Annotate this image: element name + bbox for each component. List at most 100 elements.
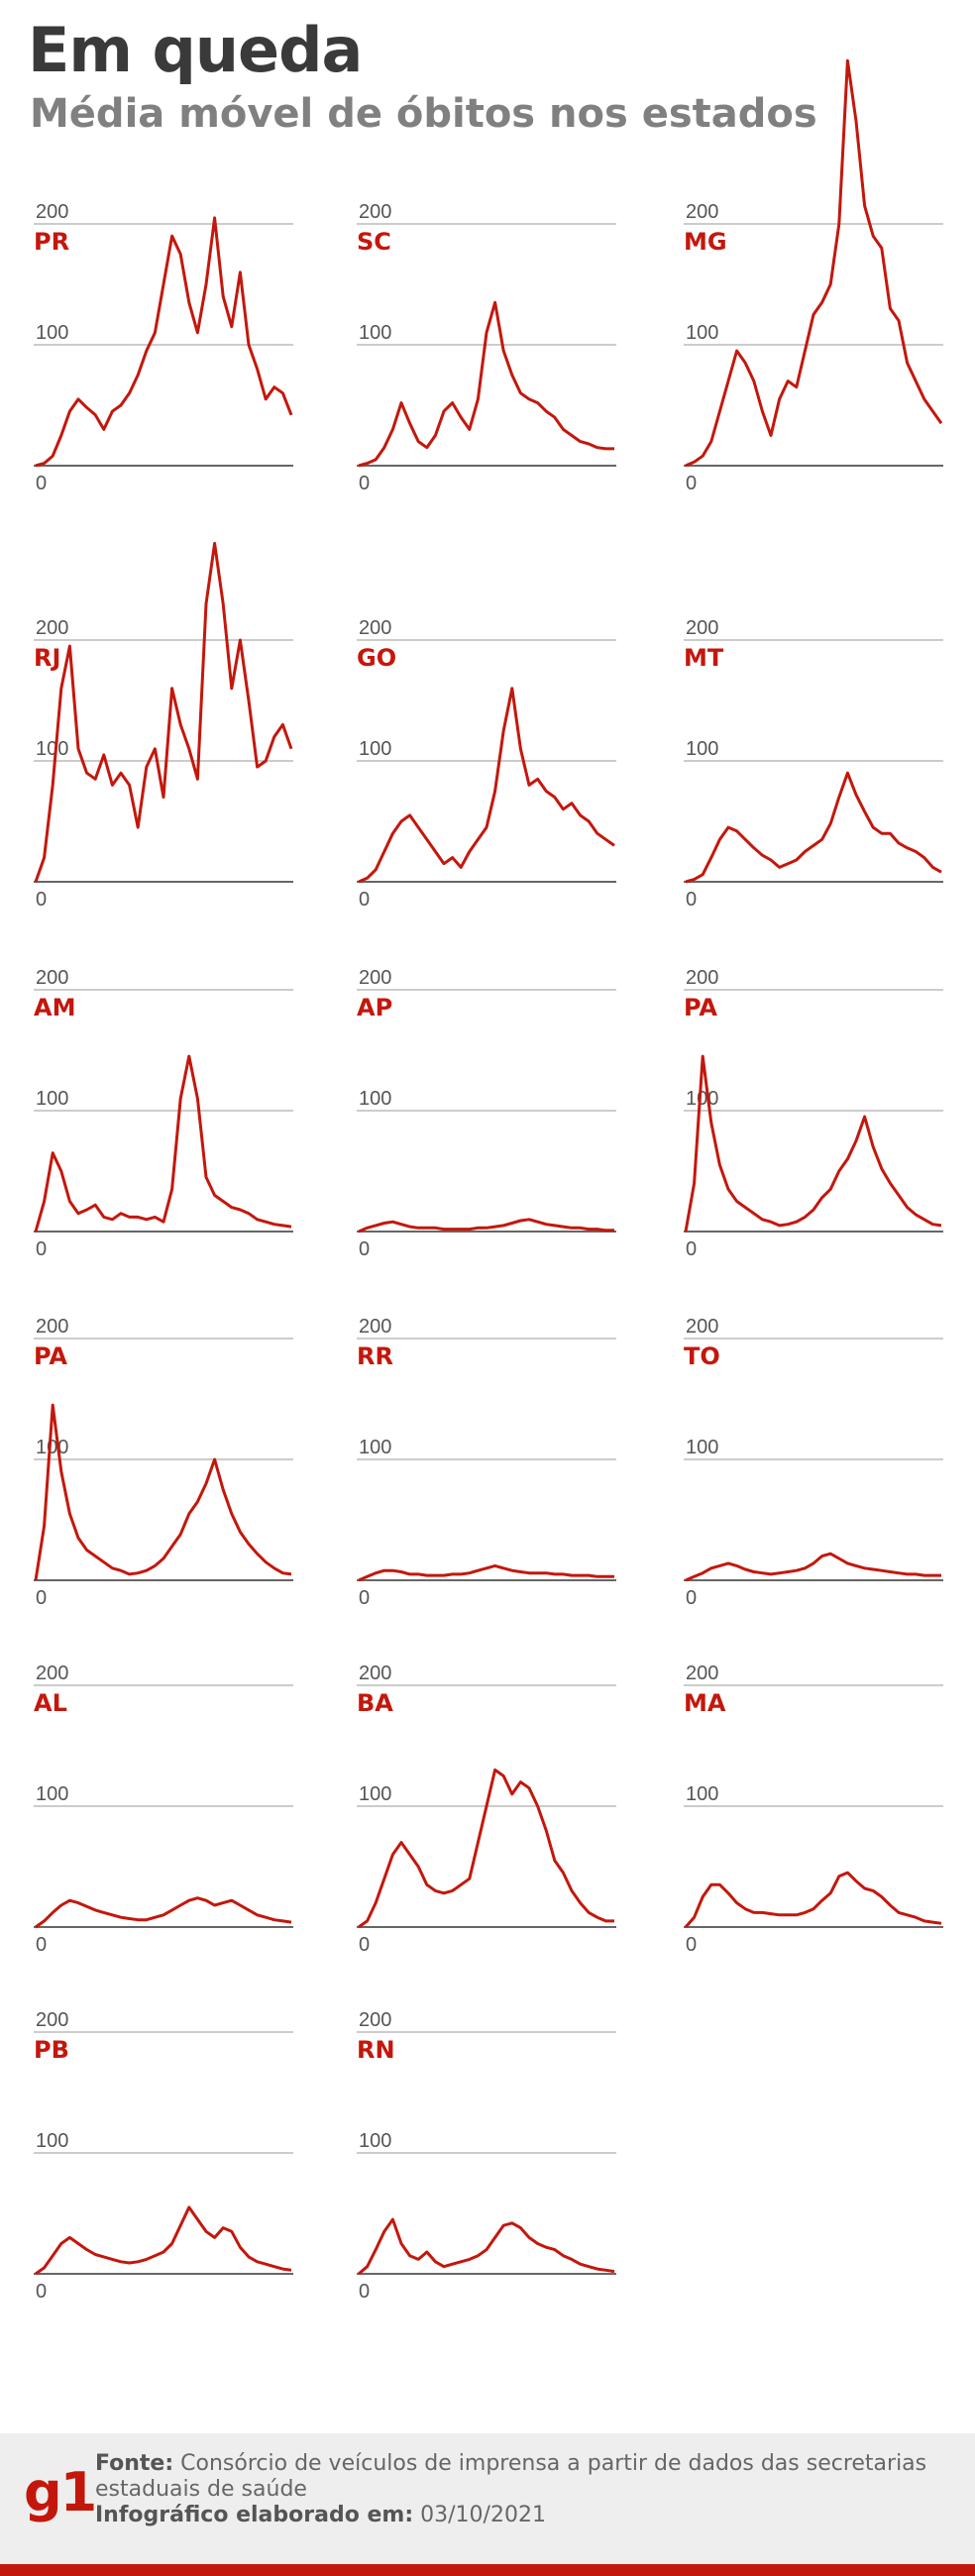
state-label: MA bbox=[684, 1689, 726, 1717]
y-tick-label: 200 bbox=[686, 617, 718, 639]
y-tick-label: 200 bbox=[36, 617, 68, 639]
y-tick-label: 200 bbox=[36, 1663, 68, 1684]
y-tick-label: 100 bbox=[36, 1088, 68, 1110]
state-label: AL bbox=[34, 1689, 67, 1717]
chart-rn-16: RN 200 100 0 bbox=[357, 2009, 616, 2303]
series-line-am bbox=[34, 1054, 292, 1233]
state-label: SC bbox=[357, 228, 391, 256]
date-value: 03/10/2021 bbox=[420, 2503, 546, 2527]
source-label: Fonte: bbox=[95, 2451, 174, 2476]
page-title: Em queda bbox=[28, 14, 363, 86]
state-label: BA bbox=[357, 1689, 393, 1717]
y-tick-label: 200 bbox=[359, 1663, 391, 1684]
y-tick-label: 100 bbox=[359, 1783, 391, 1805]
state-label: PA bbox=[684, 994, 717, 1021]
y-tick-label: 200 bbox=[686, 967, 718, 989]
y-tick-label: 200 bbox=[686, 1663, 718, 1684]
series-line-pb bbox=[35, 2205, 292, 2276]
state-label: AM bbox=[34, 994, 75, 1021]
state-label: PA bbox=[34, 1342, 67, 1370]
state-label: AP bbox=[357, 994, 392, 1021]
y-tick-label: 200 bbox=[36, 967, 68, 989]
y-tick-label: 100 bbox=[686, 1783, 718, 1805]
chart-sc-1: SC 200 100 0 bbox=[357, 201, 616, 494]
state-label: MG bbox=[684, 228, 727, 256]
series-line-al bbox=[35, 1896, 292, 1929]
y-tick-label: 100 bbox=[686, 322, 718, 344]
y-tick-label: 0 bbox=[359, 889, 370, 911]
y-tick-label: 200 bbox=[686, 1316, 718, 1338]
y-tick-label: 0 bbox=[36, 2281, 47, 2303]
series-line-to bbox=[685, 1552, 941, 1582]
y-tick-label: 0 bbox=[359, 1934, 370, 1956]
state-label: RN bbox=[357, 2036, 395, 2064]
y-tick-label: 200 bbox=[686, 201, 718, 223]
chart-pa-9: PA 200 100 0 bbox=[34, 1316, 293, 1609]
chart-ma-14: MA 200 100 0 bbox=[684, 1663, 943, 1956]
y-tick-label: 100 bbox=[36, 1783, 68, 1805]
series-line-pr bbox=[35, 216, 293, 468]
series-line-mt bbox=[685, 771, 942, 884]
y-tick-label: 0 bbox=[359, 1238, 370, 1260]
y-tick-label: 100 bbox=[36, 322, 68, 344]
y-tick-label: 0 bbox=[686, 1934, 697, 1956]
y-tick-label: 0 bbox=[686, 889, 697, 911]
y-tick-label: 0 bbox=[36, 1587, 47, 1609]
y-tick-label: 100 bbox=[359, 322, 391, 344]
series-line-ma bbox=[684, 1871, 942, 1928]
small-multiples-grid: PR 200 100 0 SC 200 100 0 MG 200 100 0 RJ 200 100 0 GO 20… bbox=[34, 58, 943, 2303]
series-line-pa bbox=[34, 1403, 292, 1581]
y-tick-label: 0 bbox=[36, 1934, 47, 1956]
y-tick-label: 0 bbox=[686, 1238, 697, 1260]
g1-logo: g1 bbox=[24, 2461, 97, 2523]
chart-rj-3: RJ 200 100 0 bbox=[34, 541, 293, 911]
chart-rr-10: RR 200 100 0 bbox=[357, 1316, 616, 1609]
y-tick-label: 0 bbox=[359, 473, 370, 494]
series-line-rj bbox=[34, 541, 293, 883]
chart-pa-8: PA 200 100 0 bbox=[684, 967, 943, 1260]
y-tick-label: 100 bbox=[36, 2130, 68, 2152]
chart-mg-2: MG 200 100 0 bbox=[684, 58, 943, 494]
y-tick-label: 0 bbox=[36, 473, 47, 494]
state-label: PB bbox=[34, 2036, 69, 2064]
state-label: PR bbox=[34, 228, 69, 256]
state-label: MT bbox=[684, 644, 724, 672]
y-tick-label: 200 bbox=[359, 2009, 391, 2031]
y-tick-label: 200 bbox=[36, 2009, 68, 2031]
series-line-go bbox=[358, 687, 615, 884]
chart-to-11: TO 200 100 0 bbox=[684, 1316, 943, 1609]
y-tick-label: 100 bbox=[686, 738, 718, 760]
page-subtitle: Média móvel de óbitos nos estados bbox=[30, 91, 817, 137]
y-tick-label: 200 bbox=[359, 967, 391, 989]
state-label: RJ bbox=[34, 644, 60, 672]
y-tick-label: 200 bbox=[359, 1316, 391, 1338]
y-tick-label: 100 bbox=[359, 2130, 391, 2152]
y-tick-label: 200 bbox=[359, 201, 391, 223]
source-text: Consórcio de veículos de imprensa a part… bbox=[95, 2451, 927, 2502]
date-line: Infográfico elaborado em: 03/10/2021 bbox=[95, 2503, 947, 2528]
chart-ba-13: BA 200 100 0 bbox=[357, 1663, 616, 1956]
y-tick-label: 0 bbox=[36, 889, 47, 911]
chart-ap-7: AP 200 100 0 bbox=[357, 967, 616, 1260]
y-tick-label: 0 bbox=[359, 1587, 370, 1609]
series-line-rr bbox=[358, 1563, 614, 1582]
y-tick-label: 100 bbox=[686, 1437, 718, 1458]
state-label: RR bbox=[357, 1342, 393, 1370]
footer-accent-bar bbox=[0, 2564, 975, 2576]
series-line-rn bbox=[358, 2217, 615, 2276]
state-label: TO bbox=[684, 1342, 720, 1370]
series-line-pa bbox=[684, 1054, 942, 1233]
chart-al-12: AL 200 100 0 bbox=[34, 1663, 293, 1956]
footer-text: Fonte: Consórcio de veículos de imprensa… bbox=[95, 2451, 947, 2528]
y-tick-label: 100 bbox=[36, 738, 68, 760]
y-tick-label: 100 bbox=[36, 1437, 68, 1458]
y-tick-label: 100 bbox=[359, 738, 391, 760]
chart-am-6: AM 200 100 0 bbox=[34, 967, 293, 1260]
series-line-ba bbox=[358, 1768, 614, 1929]
chart-mt-5: MT 200 100 0 bbox=[684, 617, 943, 911]
series-line-sc bbox=[358, 300, 614, 468]
y-tick-label: 200 bbox=[36, 201, 68, 223]
chart-pb-15: PB 200 100 0 bbox=[34, 2009, 293, 2303]
footer: g1 Fonte: Consórcio de veículos de impre… bbox=[0, 2433, 975, 2576]
state-label: GO bbox=[357, 644, 396, 672]
